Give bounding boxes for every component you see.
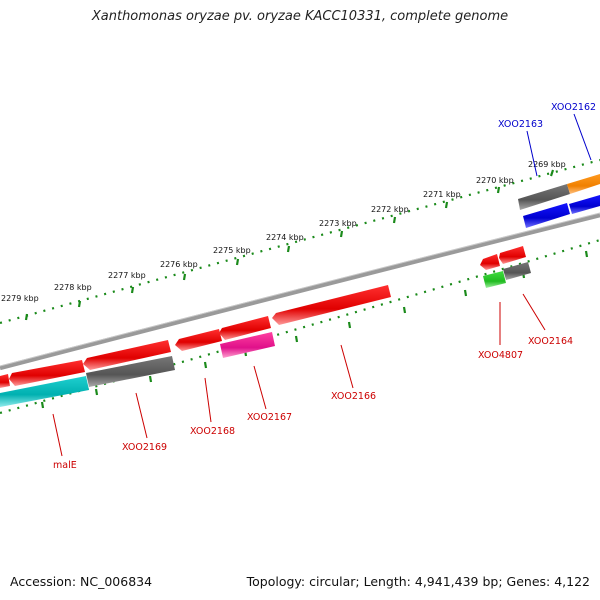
gene-xoo2168	[175, 329, 222, 351]
tick-label-2274: 2274 kbp	[266, 233, 304, 242]
backbone-highlight	[0, 212, 600, 367]
tick-labels: 2269 kbp 2270 kbp 2271 kbp 2272 kbp 2273…	[1, 160, 566, 303]
gene-label-xoo2162: XOO2162	[551, 102, 596, 113]
cyan-feature-male	[0, 376, 89, 407]
map-title: Xanthomonas oryzae pv. oryzae KACC10331,…	[91, 9, 509, 24]
orange-feature-xoo2162	[567, 174, 600, 194]
tick-label-2273: 2273 kbp	[319, 219, 357, 228]
accession-text: Accession: NC_006834	[10, 574, 153, 589]
tick-label-2276: 2276 kbp	[160, 260, 198, 269]
gene-xoo2164-small-a	[480, 254, 500, 270]
tick-label-2269: 2269 kbp	[528, 160, 566, 169]
tick-label-2270: 2270 kbp	[476, 176, 514, 185]
gene-xoo2166	[272, 285, 391, 325]
gene-label-xoo2163: XOO2163	[498, 119, 543, 130]
gene-left-edge-red	[0, 374, 10, 388]
magenta-feature-xoo2167	[220, 332, 275, 358]
green-feature-xoo4807	[483, 271, 506, 288]
tick-label-2271: 2271 kbp	[423, 190, 461, 199]
gene-label-xoo2169: XOO2169	[122, 442, 167, 453]
gene-labels: XOO2162 XOO2163 XOO2164 XOO4807 XOO2166 …	[53, 102, 596, 471]
gene-label-xoo4807: XOO4807	[478, 350, 523, 361]
gene-label-xoo2168: XOO2168	[190, 426, 235, 437]
gray-feature-xoo2164	[503, 262, 531, 280]
gray-feature-xoo2163	[518, 184, 570, 210]
gene-xoo2164-small-b	[499, 246, 526, 264]
gene-xoo2169-red	[83, 340, 171, 370]
gene-xoo2167-red	[219, 316, 271, 340]
gene-male-red	[9, 360, 85, 386]
tick-label-2277: 2277 kbp	[108, 271, 146, 280]
backbone	[0, 212, 600, 371]
outer-major-ticks	[24, 169, 555, 321]
gray-feature-xoo2169	[86, 356, 175, 387]
gene-label-male: malE	[53, 460, 77, 471]
topology-text: Topology: circular; Length: 4,941,439 bp…	[246, 574, 590, 589]
gene-label-xoo2166: XOO2166	[331, 391, 376, 402]
tick-label-2279: 2279 kbp	[1, 294, 39, 303]
tick-label-2275: 2275 kbp	[213, 246, 251, 255]
blue-feature-xoo2162	[569, 195, 600, 214]
gene-label-xoo2167: XOO2167	[247, 412, 292, 423]
blue-feature-xoo2163	[523, 203, 570, 228]
gene-label-xoo2164: XOO2164	[528, 336, 573, 347]
tick-label-2272: 2272 kbp	[371, 205, 409, 214]
tick-label-2278: 2278 kbp	[54, 283, 92, 292]
inner-tick-track	[0, 238, 600, 415]
label-leader-lines	[52, 113, 592, 457]
